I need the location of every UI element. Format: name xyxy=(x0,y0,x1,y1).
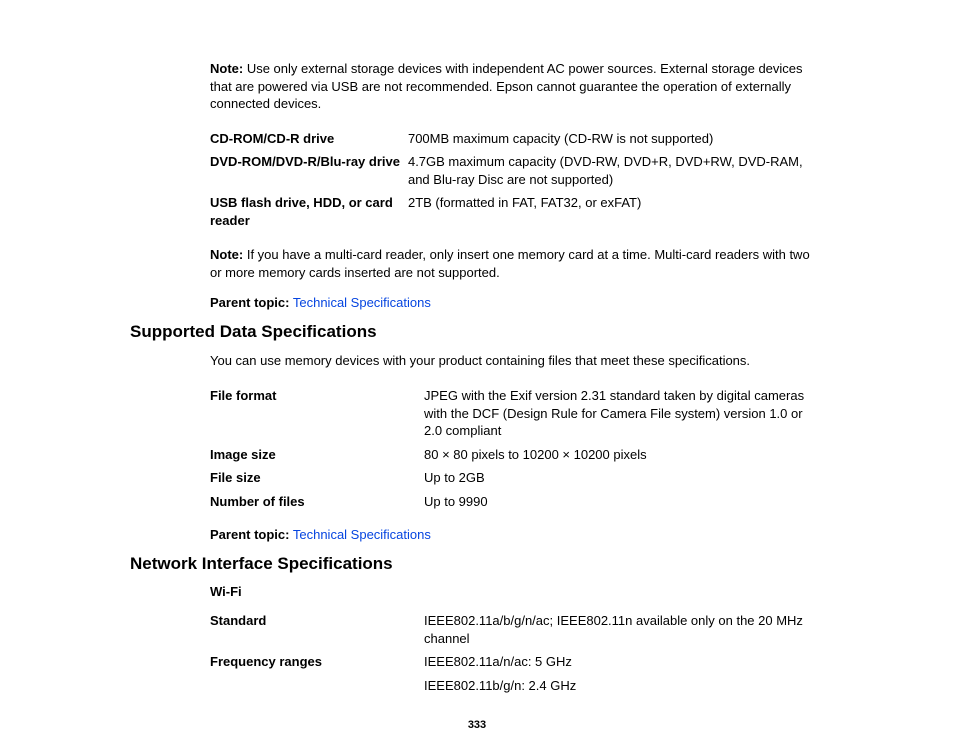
parent-topic-link[interactable]: Technical Specifications xyxy=(293,527,431,542)
table-row: Number of files Up to 9990 xyxy=(210,490,824,514)
spec-label: Number of files xyxy=(210,490,424,514)
table-row: CD-ROM/CD-R drive 700MB maximum capacity… xyxy=(210,127,824,151)
table-row: DVD-ROM/DVD-R/Blu-ray drive 4.7GB maximu… xyxy=(210,150,824,191)
content-block-2: You can use memory devices with your pro… xyxy=(130,352,824,542)
spec-value: Up to 2GB xyxy=(424,466,824,490)
spec-label: Frequency ranges xyxy=(210,650,424,674)
spec-value: 2TB (formatted in FAT, FAT32, or exFAT) xyxy=(408,191,824,232)
spec-label: USB flash drive, HDD, or card reader xyxy=(210,191,408,232)
note-label: Note: xyxy=(210,247,243,262)
page: Note: Use only external storage devices … xyxy=(0,0,954,731)
spec-label: Image size xyxy=(210,443,424,467)
storage-spec-table: CD-ROM/CD-R drive 700MB maximum capacity… xyxy=(210,127,824,233)
spec-value: Up to 9990 xyxy=(424,490,824,514)
spec-value: JPEG with the Exif version 2.31 standard… xyxy=(424,384,824,443)
spec-label: DVD-ROM/DVD-R/Blu-ray drive xyxy=(210,150,408,191)
wifi-spec-table: Standard IEEE802.11a/b/g/n/ac; IEEE802.1… xyxy=(210,609,824,697)
note-2: Note: If you have a multi-card reader, o… xyxy=(210,246,824,281)
spec-value: IEEE802.11a/b/g/n/ac; IEEE802.11n availa… xyxy=(424,609,824,650)
table-row: File size Up to 2GB xyxy=(210,466,824,490)
parent-topic-link[interactable]: Technical Specifications xyxy=(293,295,431,310)
table-row: Frequency ranges IEEE802.11a/n/ac: 5 GHz xyxy=(210,650,824,674)
spec-value: IEEE802.11b/g/n: 2.4 GHz xyxy=(424,674,824,698)
spec-label: File size xyxy=(210,466,424,490)
table-row: IEEE802.11b/g/n: 2.4 GHz xyxy=(210,674,824,698)
note-label: Note: xyxy=(210,61,243,76)
data-spec-table: File format JPEG with the Exif version 2… xyxy=(210,384,824,513)
heading-supported-data: Supported Data Specifications xyxy=(130,322,824,342)
spec-value: 4.7GB maximum capacity (DVD-RW, DVD+R, D… xyxy=(408,150,824,191)
content-block-1: Note: Use only external storage devices … xyxy=(130,60,824,310)
table-row: USB flash drive, HDD, or card reader 2TB… xyxy=(210,191,824,232)
parent-topic-line: Parent topic: Technical Specifications xyxy=(210,527,824,542)
spec-value: 700MB maximum capacity (CD-RW is not sup… xyxy=(408,127,824,151)
intro-text: You can use memory devices with your pro… xyxy=(210,352,824,370)
page-number: 333 xyxy=(130,719,824,731)
parent-topic-label: Parent topic: xyxy=(210,527,289,542)
note-text: If you have a multi-card reader, only in… xyxy=(210,247,810,280)
spec-value: IEEE802.11a/n/ac: 5 GHz xyxy=(424,650,824,674)
spec-label: Standard xyxy=(210,609,424,650)
table-row: Image size 80 × 80 pixels to 10200 × 102… xyxy=(210,443,824,467)
wifi-subhead: Wi-Fi xyxy=(210,584,824,599)
spec-value: 80 × 80 pixels to 10200 × 10200 pixels xyxy=(424,443,824,467)
content-block-3: Wi-Fi Standard IEEE802.11a/b/g/n/ac; IEE… xyxy=(130,584,824,697)
parent-topic-line: Parent topic: Technical Specifications xyxy=(210,295,824,310)
heading-network-interface: Network Interface Specifications xyxy=(130,554,824,574)
table-row: Standard IEEE802.11a/b/g/n/ac; IEEE802.1… xyxy=(210,609,824,650)
spec-label: CD-ROM/CD-R drive xyxy=(210,127,408,151)
table-row: File format JPEG with the Exif version 2… xyxy=(210,384,824,443)
spec-label: File format xyxy=(210,384,424,443)
spec-label xyxy=(210,674,424,698)
note-text: Use only external storage devices with i… xyxy=(210,61,803,111)
parent-topic-label: Parent topic: xyxy=(210,295,289,310)
note-1: Note: Use only external storage devices … xyxy=(210,60,824,113)
